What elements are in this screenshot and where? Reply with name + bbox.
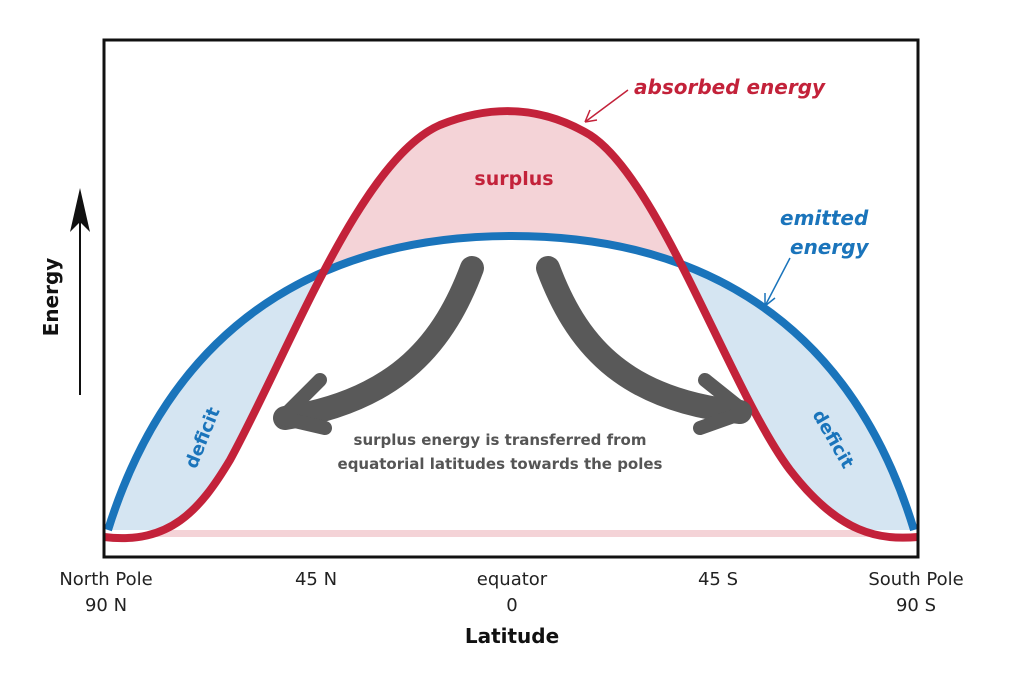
x-label: 90 N xyxy=(85,595,127,616)
x-labels: North Pole 90 N 45 N equator 0 45 S South Pole… xyxy=(59,569,963,616)
x-label: South Pole xyxy=(868,569,963,590)
emitted-label: emitted xyxy=(780,206,869,230)
emitted-curve xyxy=(104,231,918,532)
label-pointers xyxy=(584,89,791,307)
absorbed-curve xyxy=(103,107,919,543)
emitted-label: energy xyxy=(790,235,870,259)
absorbed-area xyxy=(104,111,918,539)
surplus-label: surplus xyxy=(474,168,553,190)
y-axis-label: Energy xyxy=(39,258,63,337)
x-label: North Pole xyxy=(59,569,152,590)
absorbed-label: absorbed energy xyxy=(634,75,826,99)
y-axis-arrowhead xyxy=(70,188,90,232)
frame xyxy=(102,38,920,559)
transfer-arrows xyxy=(273,256,752,435)
annotation: surplus energy is transferred from xyxy=(354,431,647,449)
x-axis-label: Latitude xyxy=(465,624,559,648)
x-label: equator xyxy=(477,569,548,590)
annotation: equatorial latitudes towards the poles xyxy=(338,455,663,473)
x-label: 90 S xyxy=(896,595,936,616)
x-label: 45 N xyxy=(295,569,337,590)
x-label: 0 xyxy=(506,595,517,616)
x-label: 45 S xyxy=(698,569,738,590)
